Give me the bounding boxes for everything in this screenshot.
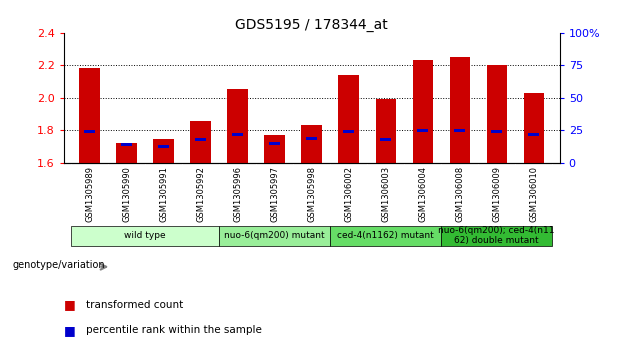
FancyBboxPatch shape: [441, 226, 552, 246]
Text: percentile rank within the sample: percentile rank within the sample: [86, 325, 262, 335]
FancyBboxPatch shape: [71, 226, 219, 246]
Bar: [343, 130, 354, 133]
Bar: [487, 65, 507, 163]
Text: GSM1305998: GSM1305998: [307, 166, 316, 222]
Text: nuo-6(qm200) mutant: nuo-6(qm200) mutant: [225, 231, 325, 240]
Text: GSM1306004: GSM1306004: [418, 166, 427, 222]
Bar: [375, 99, 396, 163]
Bar: [450, 57, 470, 163]
Text: GSM1305996: GSM1305996: [233, 166, 242, 222]
Bar: [301, 125, 322, 163]
FancyBboxPatch shape: [330, 226, 441, 246]
Bar: [195, 138, 206, 141]
Bar: [417, 129, 428, 132]
Text: GSM1305997: GSM1305997: [270, 166, 279, 222]
Bar: [153, 139, 174, 163]
Bar: [84, 130, 95, 133]
Bar: [158, 144, 169, 147]
Text: GSM1306002: GSM1306002: [344, 166, 353, 222]
Text: wild type: wild type: [124, 231, 166, 240]
Bar: [491, 130, 502, 133]
Text: GSM1306009: GSM1306009: [492, 166, 501, 222]
Bar: [121, 143, 132, 146]
Text: transformed count: transformed count: [86, 300, 183, 310]
Bar: [454, 129, 466, 132]
Text: GSM1305992: GSM1305992: [196, 166, 205, 222]
Bar: [529, 133, 539, 136]
Bar: [228, 89, 248, 163]
Text: GSM1305989: GSM1305989: [85, 166, 94, 222]
Text: nuo-6(qm200); ced-4(n11
62) double mutant: nuo-6(qm200); ced-4(n11 62) double mutan…: [438, 225, 555, 245]
Text: GSM1306008: GSM1306008: [455, 166, 464, 222]
Text: ■: ■: [64, 324, 75, 337]
Text: ■: ■: [64, 298, 75, 311]
Text: genotype/variation: genotype/variation: [13, 260, 106, 270]
Bar: [80, 68, 100, 163]
Text: GSM1305990: GSM1305990: [122, 166, 131, 222]
Text: GSM1305991: GSM1305991: [159, 166, 168, 222]
Bar: [269, 142, 280, 145]
Bar: [265, 135, 285, 163]
Text: GSM1306003: GSM1306003: [381, 166, 390, 222]
Bar: [232, 133, 243, 136]
Bar: [523, 93, 544, 163]
Title: GDS5195 / 178344_at: GDS5195 / 178344_at: [235, 18, 388, 32]
Text: ced-4(n1162) mutant: ced-4(n1162) mutant: [337, 231, 434, 240]
Bar: [190, 122, 211, 163]
FancyBboxPatch shape: [219, 226, 330, 246]
Bar: [338, 75, 359, 163]
Bar: [380, 138, 391, 141]
Bar: [116, 143, 137, 163]
Bar: [306, 137, 317, 140]
Bar: [413, 60, 433, 163]
Text: GSM1306010: GSM1306010: [529, 166, 538, 222]
